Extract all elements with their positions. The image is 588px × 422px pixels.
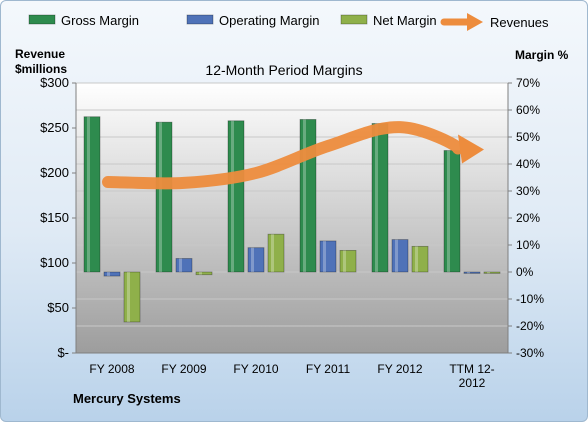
x-tick-label: 2012: [459, 376, 486, 390]
right-axis-title: Margin %: [515, 48, 569, 62]
bar-highlight: [467, 272, 470, 274]
legend-label: Net Margin: [373, 13, 437, 28]
legend-swatch: [340, 14, 368, 25]
bar-highlight: [343, 250, 346, 272]
bar-highlight: [231, 120, 234, 272]
right-tick-label: 70%: [516, 76, 540, 90]
x-tick-label: FY 2011: [306, 362, 351, 376]
bar: [391, 239, 409, 273]
bar: [175, 258, 193, 273]
bar-highlight: [107, 272, 110, 277]
bar: [371, 123, 389, 273]
bar: [227, 120, 245, 273]
left-tick-label: $50: [47, 300, 69, 315]
bar-highlight: [447, 150, 450, 272]
bar: [319, 240, 337, 273]
bar: [267, 233, 285, 273]
x-tick-label: FY 2009: [161, 362, 206, 376]
left-tick-label: $100: [40, 255, 69, 270]
bar: [463, 271, 481, 274]
right-tick-label: 60%: [516, 103, 540, 117]
right-tick-label: -10%: [516, 292, 544, 306]
bar-highlight: [251, 247, 254, 272]
left-tick-label: $200: [40, 165, 69, 180]
x-tick-label: FY 2008: [89, 362, 134, 376]
right-tick-label: 10%: [516, 238, 540, 252]
bar: [155, 121, 173, 273]
x-tick-label: FY 2012: [377, 362, 422, 376]
x-tick-label: TTM 12-: [449, 362, 494, 376]
legend-label: Gross Margin: [61, 13, 139, 28]
bar: [247, 247, 265, 273]
legend-label: Revenues: [490, 15, 549, 30]
bar-highlight: [303, 119, 306, 272]
bar: [339, 249, 357, 273]
right-tick-label: 50%: [516, 130, 540, 144]
right-tick-label: 40%: [516, 157, 540, 171]
bar: [443, 150, 461, 273]
bar-highlight: [159, 122, 162, 273]
right-tick-label: 30%: [516, 184, 540, 198]
bar-highlight: [199, 272, 202, 275]
bar-highlight: [87, 116, 90, 272]
right-tick-label: -20%: [516, 319, 544, 333]
left-tick-label: $300: [40, 75, 69, 90]
left-tick-label: $250: [40, 120, 69, 135]
bar-highlight: [415, 246, 418, 272]
bar-highlight: [323, 240, 326, 272]
bar: [195, 271, 213, 276]
right-tick-label: -30%: [516, 346, 544, 360]
left-tick-label: $150: [40, 210, 69, 225]
bar-highlight: [127, 272, 130, 322]
bar: [83, 116, 101, 273]
legend-swatch: [28, 14, 56, 25]
bar: [299, 119, 317, 273]
bar: [411, 245, 429, 273]
legend-swatch: [186, 14, 214, 25]
bar: [103, 271, 121, 277]
left-axis-title-line-1: Revenue: [15, 47, 65, 61]
legend-arrowhead: [467, 13, 483, 31]
bar-highlight: [395, 239, 398, 272]
left-axis-title-line-2: $millions: [15, 62, 67, 76]
bar: [123, 271, 141, 323]
bar-highlight: [375, 123, 378, 272]
bar-highlight: [271, 234, 274, 272]
bar-highlight: [487, 272, 490, 274]
x-tick-label: FY 2010: [233, 362, 278, 376]
left-tick-label: $-: [57, 345, 69, 360]
legend-label: Operating Margin: [219, 13, 319, 28]
revenue-line: [102, 121, 465, 190]
chart-title: 12-Month Period Margins: [205, 62, 362, 78]
bar: [483, 271, 501, 274]
right-tick-label: 20%: [516, 211, 540, 225]
footer-label: Mercury Systems: [73, 391, 181, 406]
right-tick-label: 0%: [516, 265, 534, 279]
revenue-arrowhead: [458, 134, 484, 164]
bar-highlight: [179, 258, 182, 272]
